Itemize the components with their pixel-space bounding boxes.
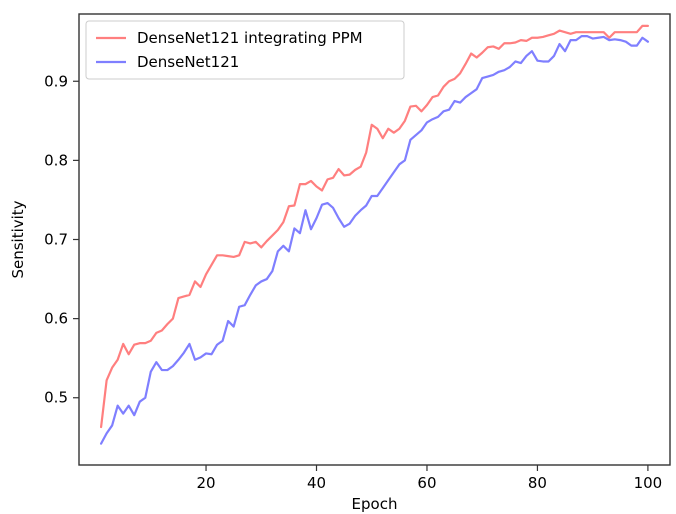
y-tick-label: 0.5: [44, 389, 68, 407]
y-tick-label: 0.9: [44, 72, 68, 90]
legend: DenseNet121 integrating PPM DenseNet121: [85, 20, 405, 80]
legend-box: [85, 20, 405, 80]
y-tick-label: 0.8: [44, 151, 68, 169]
x-tick-label: 80: [528, 474, 547, 492]
axes: 20 40 60 80 100 0.5 0.6 0.7 0.8 0.9 Epoch Sensitivi…: [9, 72, 662, 513]
legend-label-1: DenseNet121 integrating PPM: [137, 29, 363, 47]
x-tick-label: 60: [417, 474, 436, 492]
x-tick-label: 100: [634, 474, 663, 492]
plot-frame: [78, 13, 671, 466]
series-line-1: [99, 24, 650, 429]
series-lines: [99, 24, 650, 445]
x-tick-label: 20: [196, 474, 215, 492]
y-tick-label: 0.7: [44, 231, 68, 249]
y-axis-title: Sensitivity: [9, 200, 27, 278]
x-tick-label: 40: [307, 474, 326, 492]
legend-label-2: DenseNet121: [137, 53, 239, 71]
y-tick-label: 0.6: [44, 310, 68, 328]
plot-area: [78, 13, 671, 466]
x-axis-title: Epoch: [352, 495, 398, 513]
series-line-2: [99, 35, 650, 445]
